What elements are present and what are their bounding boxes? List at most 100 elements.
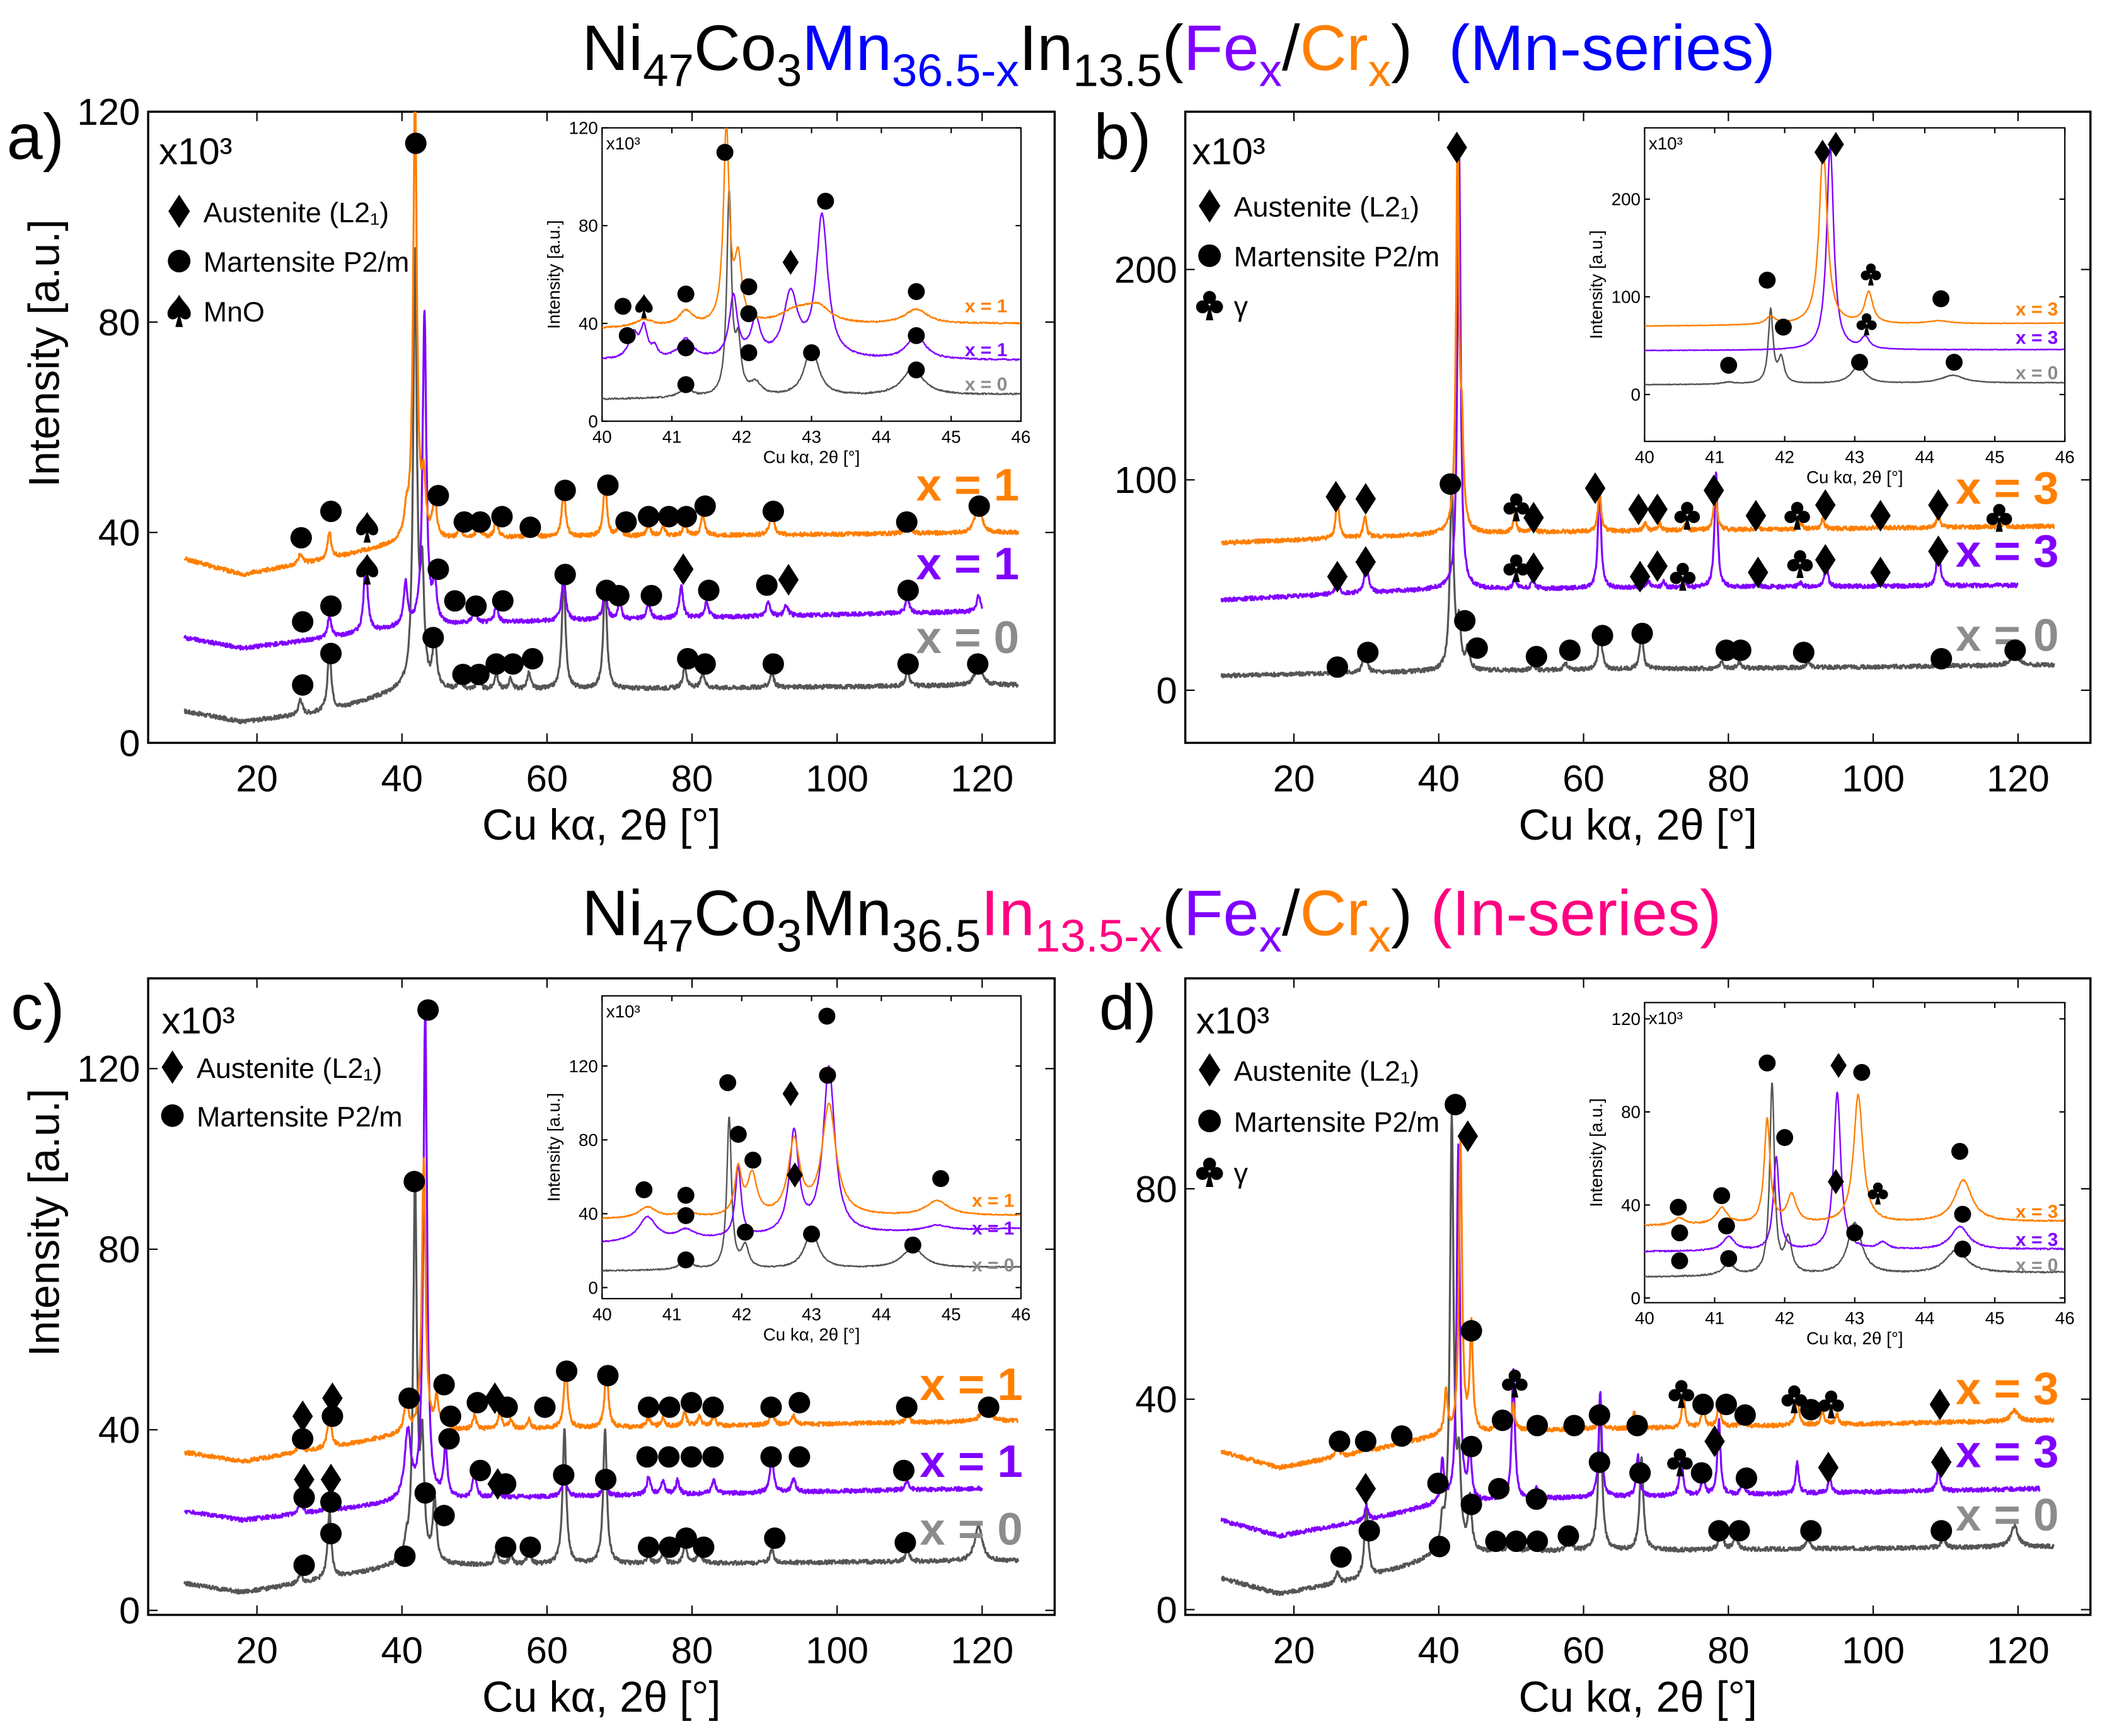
spade-body — [167, 294, 191, 320]
x-tick-label: 120 — [1987, 1629, 2050, 1672]
x-tick-label: 43 — [1845, 447, 1864, 466]
x-tick-label: 80 — [1707, 1629, 1750, 1672]
circle-marker — [788, 1392, 811, 1414]
circle-shape — [1670, 1198, 1687, 1216]
phase-markers — [1329, 1094, 1953, 1568]
circle-shape — [677, 647, 699, 670]
club-lobe — [1866, 263, 1876, 274]
y-tick-label: 80 — [579, 216, 598, 236]
circle-shape — [614, 298, 632, 315]
title-subscript: x — [1259, 910, 1282, 961]
circle-marker — [1460, 1435, 1482, 1457]
circle-marker — [1591, 625, 1613, 647]
circle-shape — [788, 1392, 811, 1414]
circle-marker — [1329, 1430, 1351, 1452]
circle-marker — [788, 1446, 811, 1468]
circle-marker — [1563, 1415, 1585, 1437]
diamond-marker — [1446, 131, 1467, 164]
circle-shape — [762, 501, 784, 523]
circle-shape — [554, 479, 576, 501]
circle-marker — [1851, 354, 1868, 371]
circle-shape — [1357, 641, 1379, 664]
diamond-shape — [1748, 557, 1769, 589]
club-stem — [1827, 1403, 1835, 1419]
club-lobe — [1800, 559, 1813, 572]
circle-marker — [636, 1446, 658, 1468]
circle-shape — [553, 1464, 575, 1486]
club-lobe — [1788, 1385, 1801, 1398]
diamond-shape — [1815, 543, 1836, 576]
diamond-marker — [778, 564, 799, 596]
circle-shape — [740, 278, 758, 296]
circle-shape — [675, 506, 697, 528]
circle-shape — [694, 495, 716, 517]
circle-shape — [817, 192, 834, 210]
circle-marker — [803, 1225, 821, 1243]
spade-stem — [363, 528, 371, 543]
circle-marker — [293, 1486, 315, 1508]
circle-marker — [637, 506, 660, 528]
circle-shape — [1525, 645, 1547, 668]
circle-shape — [433, 1374, 455, 1396]
circle-marker — [290, 527, 312, 549]
circle-shape — [1629, 1462, 1651, 1484]
y-tick-label: 200 — [1114, 248, 1177, 291]
circle-shape — [694, 653, 716, 675]
series-line-purple — [1220, 1143, 2041, 1539]
circle-marker — [737, 1224, 754, 1241]
circle-shape — [1329, 1430, 1351, 1452]
x-tick-label: 100 — [805, 757, 868, 799]
circle-marker — [1588, 1404, 1610, 1426]
circle-marker — [1930, 1520, 1953, 1542]
multiplier-label: x10³ — [161, 1000, 234, 1042]
title-segment: In — [981, 877, 1035, 949]
circle-shape — [398, 1387, 420, 1409]
circle-shape — [764, 1527, 786, 1549]
club-stem — [1796, 562, 1804, 579]
circle-shape — [1954, 1241, 1971, 1258]
club-lobe — [1861, 313, 1872, 323]
circle-shape — [1330, 1546, 1352, 1568]
y-tick-label: 120 — [77, 1048, 140, 1090]
circle-shape — [1758, 272, 1776, 289]
x-axis-label: Cu kα, 2θ [°] — [482, 1674, 721, 1722]
inset-frame — [1644, 1002, 2066, 1304]
series-label: x = 3 — [2016, 299, 2058, 320]
title-segment: Mn — [802, 877, 891, 949]
multiplier-label: x10³ — [606, 1002, 640, 1021]
club-stem — [1513, 506, 1520, 521]
legend-label: Martensite P2/m — [197, 1101, 403, 1133]
diamond-marker — [1355, 1473, 1376, 1505]
diamond-marker — [1457, 1120, 1479, 1152]
title-segment: Co — [694, 877, 776, 949]
circle-marker — [677, 1251, 695, 1269]
diamond-marker — [787, 1162, 803, 1188]
club-lobe — [1825, 1391, 1838, 1403]
circle-shape — [1631, 622, 1653, 644]
circle-shape — [290, 527, 312, 549]
circle-marker — [1358, 1520, 1380, 1542]
x-tick-label: 44 — [1915, 1309, 1934, 1328]
diamond-marker — [1584, 472, 1606, 504]
circle-shape — [1671, 1224, 1688, 1242]
series-label: x = 1 — [965, 340, 1007, 361]
circle-marker — [1758, 1054, 1776, 1072]
y-tick-label: 80 — [579, 1130, 598, 1150]
circle-marker — [292, 611, 314, 633]
circle-marker — [740, 344, 758, 362]
x-tick-label: 41 — [1705, 1309, 1724, 1328]
circle-marker — [1708, 1520, 1730, 1542]
diamond-shape — [1355, 1473, 1376, 1505]
circle-marker — [485, 653, 507, 675]
circle-shape — [1853, 1063, 1871, 1081]
circle-marker — [637, 1396, 660, 1418]
circle-marker — [403, 1171, 425, 1193]
x-tick-label: 46 — [2055, 447, 2075, 466]
inset-plot: 40 41 42 43 44 45 46 0 40 80 120 Cu kα, 2θ [°] Inten… — [544, 995, 1030, 1344]
circle-shape — [637, 506, 660, 528]
phase-markers — [1720, 132, 1963, 374]
club-lobe — [1818, 1399, 1831, 1412]
x-tick-label: 80 — [671, 1629, 713, 1672]
spade-stem — [175, 312, 183, 327]
x-tick-label: 40 — [592, 427, 612, 446]
